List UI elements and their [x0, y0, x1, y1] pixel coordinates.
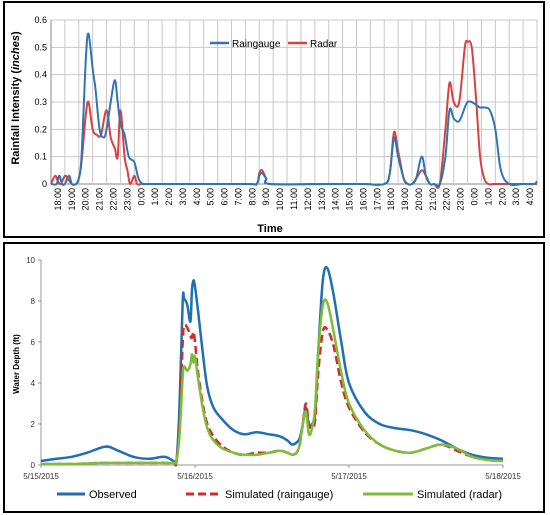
water-depth-series-group [40, 265, 504, 467]
x-tick-label: 19:00 [400, 188, 410, 211]
x-tick-label: 6:00 [220, 188, 230, 206]
x-tick-label: 20:00 [81, 188, 91, 211]
x-tick-label: 18:00 [53, 188, 63, 211]
x-tick-label: 2:00 [497, 188, 507, 206]
water-depth-legend: Observed Simulated (raingauge) Simulated… [57, 489, 502, 501]
x-tick-label: 15:00 [345, 188, 355, 211]
rainfall-series-group [50, 32, 538, 189]
x-tick-label: 16:00 [358, 188, 368, 211]
x-tick-label: 7:00 [233, 188, 243, 206]
water-depth-y-axis-title: Water Depth (ft) [12, 334, 21, 394]
y-tick-label: 8 [31, 297, 36, 306]
x-tick-label: 3:00 [178, 188, 188, 206]
series-line-radar [50, 39, 537, 189]
x-tick-label: 5:00 [206, 188, 216, 206]
x-tick-label: 23:00 [456, 188, 466, 211]
rainfall-chart-panel: 0 0.1 0.2 0.3 0.4 0.5 0.6 18:00 19:00 20:00 21:00… [3, 1, 545, 238]
x-tick-label: 22:00 [108, 188, 118, 211]
y-tick-label: 2 [31, 420, 36, 429]
x-tick-label: 2:00 [164, 188, 174, 206]
rainfall-y-axis-title: Rainfall Intensity (inches) [10, 31, 22, 165]
rainfall-y-axis-title-close: ) [10, 31, 22, 35]
rainfall-grid [50, 19, 538, 185]
x-tick-label: 0:00 [136, 188, 146, 206]
x-tick-label: 4:00 [192, 188, 202, 206]
series-line-observed [40, 265, 504, 467]
x-tick-label: 3:00 [511, 188, 521, 206]
x-tick-label: 21:00 [428, 188, 438, 211]
x-tick-label: 8:00 [247, 188, 257, 206]
y-tick-label: 0.5 [34, 42, 47, 52]
x-tick-label: 12:00 [303, 188, 313, 211]
water-depth-y-ticks: 0 2 4 6 8 10 [26, 256, 35, 470]
rainfall-x-ticks: 18:00 19:00 20:00 21:00 22:00 23:00 0:00 1:00 2:… [53, 188, 535, 211]
x-tick-label: 11:00 [289, 188, 299, 210]
x-tick-label: 5/15/2015 [23, 472, 59, 481]
rainfall-x-axis-title: Time [257, 223, 282, 235]
y-tick-label: 0 [31, 461, 36, 470]
x-tick-label: 5/18/2015 [485, 472, 521, 481]
rainfall-chart: 0 0.1 0.2 0.3 0.4 0.5 0.6 18:00 19:00 20:00 21:00… [10, 15, 538, 235]
legend-label-radar: Radar [310, 39, 338, 50]
legend-label-sim-raingauge: Simulated (raingauge) [225, 489, 333, 501]
x-tick-label: 17:00 [372, 188, 382, 211]
x-tick-label: 4:00 [525, 188, 535, 206]
water-depth-axes [38, 259, 504, 468]
x-tick-label: 10:00 [275, 188, 285, 211]
series-line-raingauge [50, 32, 538, 188]
x-tick-label: 1:00 [483, 188, 493, 206]
x-tick-label: 20:00 [414, 188, 424, 211]
y-tick-label: 0.4 [34, 70, 47, 80]
x-tick-label: 19:00 [67, 188, 77, 211]
x-tick-label: 13:00 [317, 188, 327, 211]
rainfall-y-axis-title-unit: inches [10, 35, 22, 70]
y-tick-label: 4 [31, 379, 36, 388]
legend-label-observed: Observed [89, 489, 137, 501]
y-tick-label: 0.2 [34, 124, 47, 134]
x-tick-label: 5/16/2015 [177, 472, 213, 481]
rainfall-y-axis-title-main: Rainfall Intensity ( [10, 70, 22, 165]
y-tick-label: 0.1 [34, 152, 47, 162]
y-tick-label: 0 [42, 179, 47, 189]
x-tick-label: 14:00 [331, 188, 341, 211]
y-tick-label: 10 [26, 256, 35, 265]
x-tick-label: 21:00 [95, 188, 105, 211]
x-tick-label: 22:00 [442, 188, 452, 211]
x-tick-label: 23:00 [122, 188, 132, 211]
x-tick-label: 18:00 [386, 188, 396, 211]
legend-label-raingauge: Raingauge [232, 39, 281, 50]
y-tick-label: 0.3 [34, 97, 47, 107]
water-depth-x-ticks: 5/15/2015 5/16/2015 5/17/2015 5/18/2015 [23, 472, 521, 481]
legend-label-sim-radar: Simulated (radar) [417, 489, 502, 501]
rainfall-y-ticks: 0 0.1 0.2 0.3 0.4 0.5 0.6 [34, 15, 47, 189]
y-tick-label: 0.6 [34, 15, 47, 25]
x-tick-label: 0:00 [470, 188, 480, 206]
x-tick-label: 5/17/2015 [331, 472, 367, 481]
x-tick-label: 1:00 [150, 188, 160, 206]
y-tick-label: 6 [31, 338, 36, 347]
series-line-sim-raingauge [40, 323, 504, 466]
water-depth-chart-panel: 0 2 4 6 8 10 5/15/2015 5/16/2015 5/17/2015 5/18/… [3, 242, 545, 513]
water-depth-chart: 0 2 4 6 8 10 5/15/2015 5/16/2015 5/17/2015 5/18/… [12, 256, 521, 501]
x-tick-label: 9:00 [261, 188, 271, 206]
rainfall-legend: Raingauge Radar [210, 39, 338, 50]
series-line-sim-radar [40, 298, 504, 466]
